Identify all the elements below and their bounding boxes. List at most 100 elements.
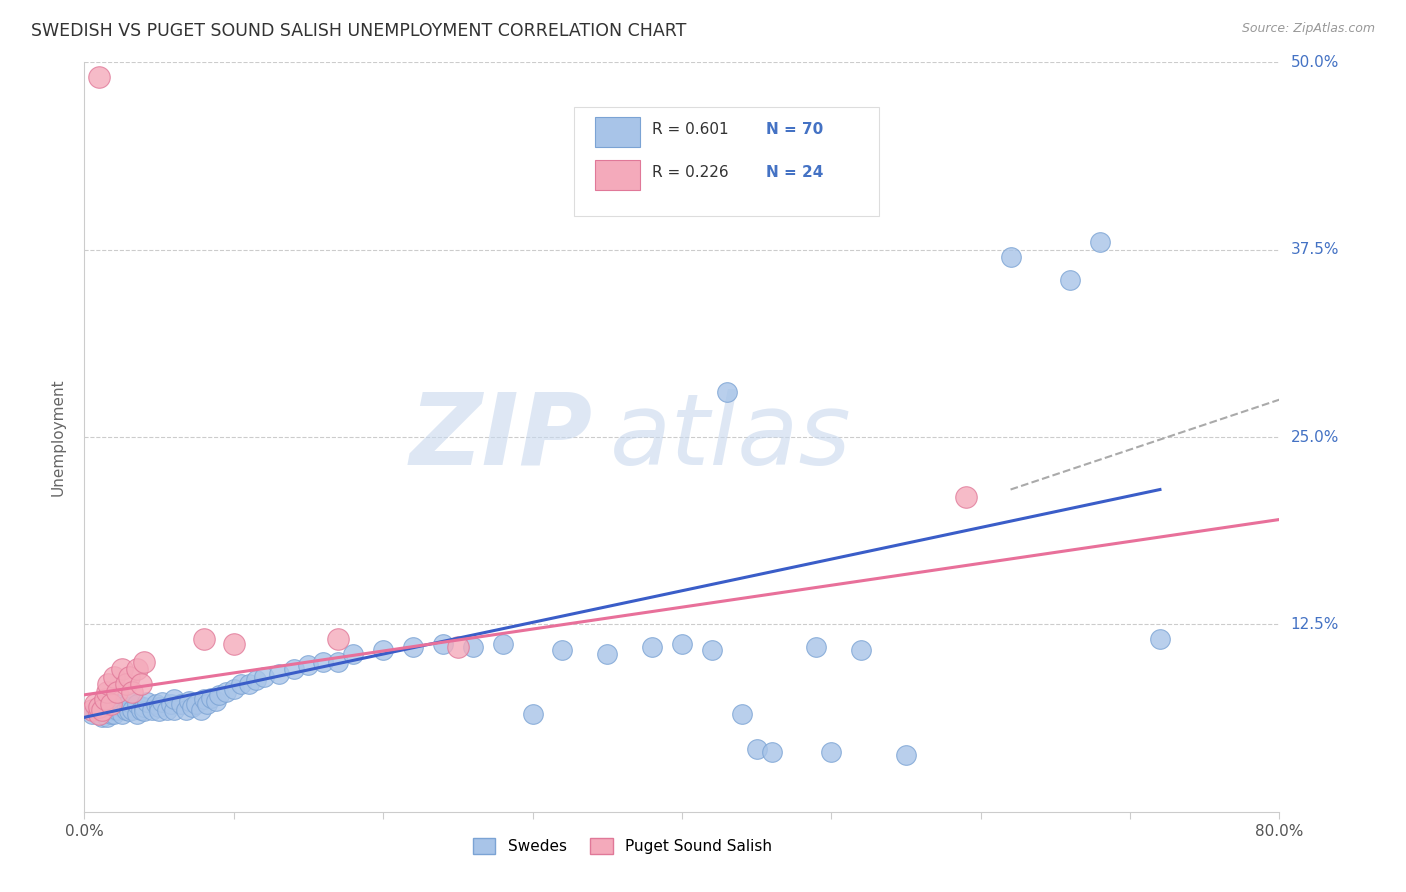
Point	[761, 745, 783, 759]
Point	[731, 707, 754, 722]
Point	[96, 710, 118, 724]
Point	[148, 704, 170, 718]
Point	[132, 699, 156, 714]
Point	[1000, 250, 1022, 264]
Point	[96, 685, 118, 699]
Point	[148, 699, 170, 714]
Point	[193, 632, 215, 647]
Point	[125, 697, 148, 711]
Point	[1059, 273, 1081, 287]
Point	[492, 637, 515, 651]
Point	[111, 707, 134, 722]
Point	[328, 655, 350, 669]
Point	[200, 690, 222, 705]
Point	[105, 685, 128, 699]
Point	[141, 703, 163, 717]
Point	[955, 490, 977, 504]
Point	[89, 706, 111, 720]
Point	[136, 695, 159, 709]
Point	[432, 637, 454, 651]
Point	[215, 685, 238, 699]
Point	[118, 699, 141, 714]
Point	[80, 707, 103, 722]
Point	[111, 699, 134, 714]
Text: N = 24: N = 24	[766, 165, 823, 180]
Point	[132, 655, 156, 669]
Point	[89, 699, 111, 714]
Point	[312, 655, 335, 669]
Point	[820, 745, 842, 759]
Text: 25.0%: 25.0%	[1291, 430, 1339, 444]
Point	[115, 703, 138, 717]
Point	[97, 677, 120, 691]
Legend: Swedes, Puget Sound Salish: Swedes, Puget Sound Salish	[467, 832, 778, 860]
Point	[89, 70, 111, 85]
Point	[160, 697, 183, 711]
Point	[190, 703, 212, 717]
Text: R = 0.601: R = 0.601	[652, 122, 728, 137]
Point	[222, 681, 245, 696]
Point	[96, 703, 118, 717]
Point	[671, 637, 693, 651]
Point	[129, 703, 152, 717]
Point	[186, 697, 208, 711]
Text: SWEDISH VS PUGET SOUND SALISH UNEMPLOYMENT CORRELATION CHART: SWEDISH VS PUGET SOUND SALISH UNEMPLOYME…	[31, 22, 686, 40]
Point	[111, 662, 134, 676]
Point	[328, 632, 350, 647]
Text: 50.0%: 50.0%	[1291, 55, 1339, 70]
Point	[195, 697, 218, 711]
Point	[150, 695, 173, 709]
Point	[238, 677, 260, 691]
Point	[447, 640, 470, 654]
Point	[402, 640, 425, 654]
Text: 37.5%: 37.5%	[1291, 243, 1339, 257]
FancyBboxPatch shape	[575, 107, 879, 216]
Point	[118, 670, 141, 684]
Point	[716, 385, 738, 400]
Point	[253, 670, 276, 684]
Point	[80, 703, 103, 717]
Text: Source: ZipAtlas.com: Source: ZipAtlas.com	[1241, 22, 1375, 36]
Point	[1149, 632, 1171, 647]
Point	[551, 643, 574, 657]
Point	[125, 707, 148, 722]
Point	[461, 640, 484, 654]
Point	[700, 643, 723, 657]
Point	[93, 697, 115, 711]
Point	[222, 637, 245, 651]
Point	[103, 703, 125, 717]
Point	[231, 677, 253, 691]
Point	[163, 703, 186, 717]
Point	[118, 704, 141, 718]
Point	[103, 670, 125, 684]
Point	[115, 677, 138, 691]
Text: R = 0.226: R = 0.226	[652, 165, 728, 180]
Text: 12.5%: 12.5%	[1291, 617, 1339, 632]
Point	[208, 688, 231, 702]
Point	[522, 707, 544, 722]
Point	[193, 692, 215, 706]
Point	[132, 704, 156, 718]
Bar	[595, 160, 640, 190]
Point	[129, 677, 152, 691]
Point	[91, 710, 114, 724]
Point	[177, 694, 200, 708]
Point	[163, 692, 186, 706]
Point	[174, 703, 197, 717]
Point	[103, 707, 125, 722]
Point	[155, 703, 177, 717]
Point	[283, 662, 305, 676]
Point	[83, 697, 105, 711]
Point	[89, 699, 111, 714]
Text: N = 70: N = 70	[766, 122, 823, 137]
Point	[170, 697, 193, 711]
Point	[641, 640, 664, 654]
Point	[91, 703, 114, 717]
Point	[181, 699, 204, 714]
Point	[245, 673, 267, 687]
Point	[118, 695, 141, 709]
Point	[100, 697, 122, 711]
Point	[596, 648, 619, 662]
Point	[121, 685, 143, 699]
Point	[205, 694, 228, 708]
